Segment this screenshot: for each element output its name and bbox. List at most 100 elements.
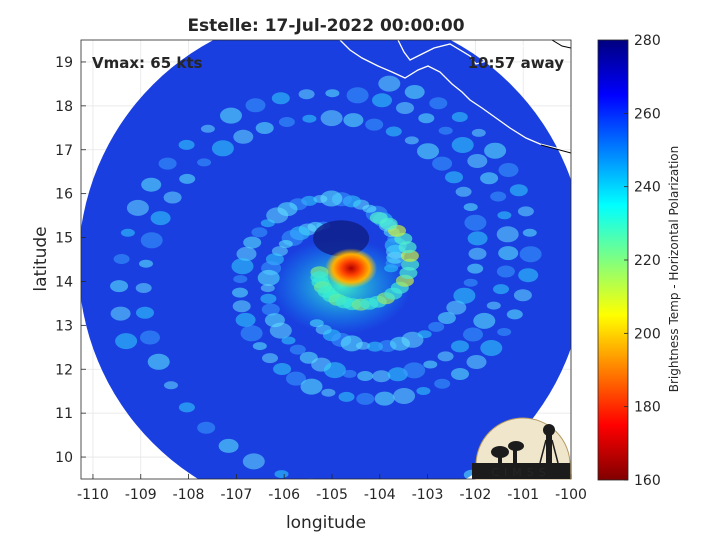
x-tick-label: -107 [220,487,252,503]
colorbar-tick-label: 220 [634,253,661,269]
rain-band-cell [273,363,292,375]
rain-band-cell [429,97,448,110]
rain-band-cell [498,246,519,261]
rain-band-cell [464,214,487,231]
rain-band-cell [417,330,432,339]
rain-band-cell [401,258,420,271]
x-tick-label: -100 [555,487,587,503]
cimss-logo-text: CIMSS [491,466,550,479]
rain-band-cell [385,126,402,137]
rain-band-cell [467,154,488,168]
rain-band-cell [496,226,519,243]
rain-band-cell [269,322,292,339]
rain-band-cell [211,140,234,157]
rain-band-cell [365,118,384,131]
rain-band-cell [240,325,263,342]
rain-band-cell [178,402,195,413]
rain-band-cell [235,312,256,327]
rain-band-cell [147,353,170,370]
rain-band-cell [115,333,138,350]
rain-band-cell [404,85,425,99]
colorbar-ticks: 160 180 200 220 240 260 280 [624,33,661,489]
rain-band-cell [323,362,346,379]
rain-band-cell [298,89,315,100]
rain-band-cell [517,206,534,217]
rain-band-cell [278,240,293,248]
rain-band-cell [320,110,343,127]
rain-band-cell [120,228,135,237]
rain-band-cell [233,275,248,284]
coastline [339,40,571,153]
cimss-logo: CIMSS [472,417,571,480]
rain-band-cell [252,342,267,351]
rain-band-cell [300,378,323,395]
y-tick-label: 12 [55,362,73,378]
rain-band-cell [320,190,343,207]
rain-band-cell [260,219,275,228]
rain-band-cell [255,122,274,134]
coastline-secondary [397,40,571,65]
rain-band-cell [218,438,239,453]
rain-band-cell [220,107,242,124]
x-axis-ticks: -110 -109 -108 -107 -106 -105 -104 -103 -102 -101… [77,474,587,503]
x-tick-label: -109 [125,487,157,503]
y-tick-label: 18 [55,99,73,115]
rain-band-cell [378,75,401,92]
rain-band-cell [372,370,391,383]
y-tick-label: 13 [55,318,73,334]
rain-band-cell [281,336,296,345]
rain-band-cell [242,453,265,470]
rain-band-cell [262,353,278,364]
rain-band-cell [372,93,392,108]
rain-band-cell [418,113,435,124]
colorbar-tick-label: 200 [634,326,661,342]
rain-band-cell [467,263,484,274]
rain-band-cell [158,157,177,170]
colorbar-tick-label: 280 [634,33,661,49]
y-tick-label: 15 [55,231,73,247]
colorbar [597,39,629,481]
warm-core-blob [325,248,378,289]
rain-band-cell [302,114,317,123]
rain-band-cell [374,391,395,406]
rain-band-cell [231,258,254,275]
rain-band-cell [396,102,414,114]
rain-band-cell [445,171,463,184]
rain-band-cell [243,236,262,249]
rain-band-cell [497,328,512,336]
x-tick-label: -101 [507,487,539,503]
rain-band-cell [451,137,474,153]
rain-band-cell [251,227,268,238]
rain-band-cell [126,199,149,216]
rain-band-cell [486,301,501,310]
y-axis-label: latitude [31,226,51,291]
x-tick-label: -110 [77,487,109,503]
rain-band-cell [509,184,528,197]
rain-band-cell [493,284,509,295]
y-tick-label: 10 [55,450,73,466]
rain-band-cell [266,207,289,224]
rain-band-cell [163,191,182,204]
x-tick-label: -108 [173,487,205,503]
rain-band-cell [417,143,439,160]
rain-band-cell [498,163,519,177]
rain-band-cell [356,341,370,350]
rain-band-cell [369,211,388,224]
rain-band-cell [522,228,537,237]
rain-band-cell [428,321,445,332]
axes-frame [80,39,572,480]
rain-band-cell [438,126,453,135]
y-axis-ticks: 10 11 12 13 14 15 16 17 18 19 [55,55,86,466]
x-tick-label: -103 [412,487,444,503]
rain-band-cell [432,156,453,171]
time-away-annotation: 10:57 away [468,54,565,72]
rain-band-cell [260,293,277,304]
rain-band-cell [473,312,496,329]
rain-band-cell [490,191,507,202]
rain-band-cell [136,306,154,319]
coastline-main [339,40,571,153]
rain-band-cell [197,158,212,167]
rain-band-cell [506,309,523,320]
rain-bands [110,75,569,479]
rain-band-cell [232,300,251,313]
